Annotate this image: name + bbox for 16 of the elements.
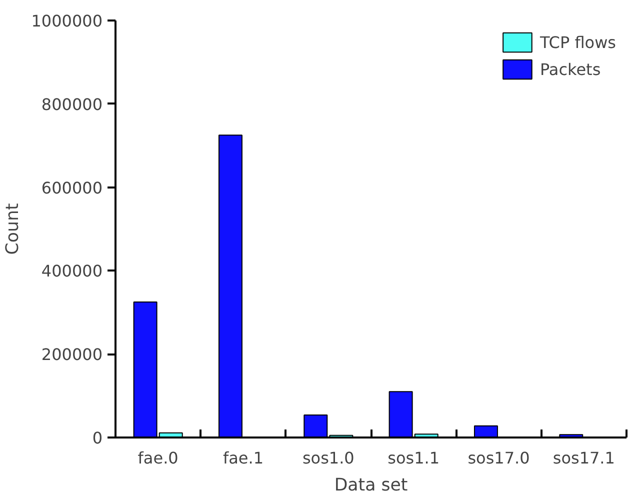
x-tick-label: fae.0 [138,448,178,468]
x-tick-label: sos1.1 [388,448,440,468]
y-tick-label: 600000 [41,178,102,198]
y-axis-title: Count [3,203,24,255]
legend-label: Packets [540,60,601,78]
x-tick-label: sos1.0 [302,448,354,468]
y-tick-label: 0 [92,428,103,448]
legend-label: TCP flows [540,32,616,52]
x-tick-label: sos17.0 [468,448,530,468]
x-axis-title: Data set [334,476,408,496]
x-tick-label: fae.1 [222,448,264,468]
y-tick-label: 200000 [41,345,102,364]
y-tick-label: 400000 [41,262,102,281]
y-tick-label: 1000000 [31,12,103,30]
y-tick-label: 800000 [41,94,102,114]
x-tick-label: sos17.1 [552,448,615,468]
